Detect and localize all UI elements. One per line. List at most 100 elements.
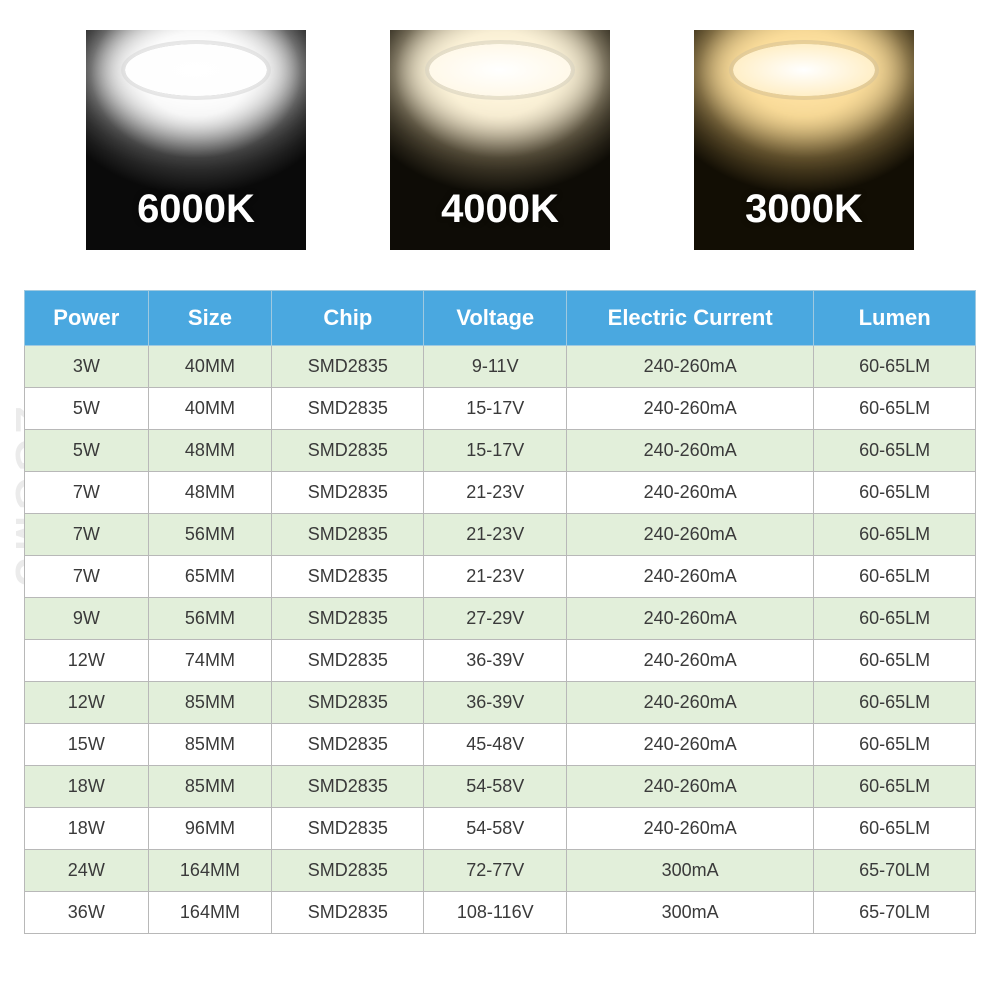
col-chip: Chip bbox=[272, 291, 424, 346]
col-voltage: Voltage bbox=[424, 291, 567, 346]
table-cell: 60-65LM bbox=[814, 430, 976, 472]
table-cell: 240-260mA bbox=[567, 472, 814, 514]
table-cell: 60-65LM bbox=[814, 598, 976, 640]
table-row: 12W74MMSMD283536-39V240-260mA60-65LM bbox=[25, 640, 976, 682]
table-row: 18W85MMSMD283554-58V240-260mA60-65LM bbox=[25, 766, 976, 808]
table-cell: 18W bbox=[25, 766, 149, 808]
table-cell: 60-65LM bbox=[814, 640, 976, 682]
table-cell: 36-39V bbox=[424, 640, 567, 682]
lamp-glow-icon bbox=[125, 44, 267, 96]
table-cell: 300mA bbox=[567, 850, 814, 892]
table-cell: 7W bbox=[25, 514, 149, 556]
lamp-glow-icon bbox=[733, 44, 875, 96]
col-lumen: Lumen bbox=[814, 291, 976, 346]
table-row: 15W85MMSMD283545-48V240-260mA60-65LM bbox=[25, 724, 976, 766]
table-cell: 85MM bbox=[148, 724, 272, 766]
table-cell: SMD2835 bbox=[272, 640, 424, 682]
table-row: 7W48MMSMD283521-23V240-260mA60-65LM bbox=[25, 472, 976, 514]
table-row: 3W40MMSMD28359-11V240-260mA60-65LM bbox=[25, 346, 976, 388]
table-row: 12W85MMSMD283536-39V240-260mA60-65LM bbox=[25, 682, 976, 724]
swatch-label: 4000K bbox=[441, 187, 559, 250]
col-current: Electric Current bbox=[567, 291, 814, 346]
table-cell: 48MM bbox=[148, 430, 272, 472]
table-cell: 240-260mA bbox=[567, 388, 814, 430]
table-cell: 60-65LM bbox=[814, 682, 976, 724]
table-row: 24W164MMSMD283572-77V300mA65-70LM bbox=[25, 850, 976, 892]
table-cell: 85MM bbox=[148, 682, 272, 724]
table-row: 7W65MMSMD283521-23V240-260mA60-65LM bbox=[25, 556, 976, 598]
table-cell: 240-260mA bbox=[567, 766, 814, 808]
table-cell: 74MM bbox=[148, 640, 272, 682]
table-cell: 56MM bbox=[148, 514, 272, 556]
swatch-label: 3000K bbox=[745, 187, 863, 250]
swatch-3000k: 3000K bbox=[694, 30, 914, 250]
table-cell: 65-70LM bbox=[814, 850, 976, 892]
table-cell: 7W bbox=[25, 556, 149, 598]
table-cell: 12W bbox=[25, 682, 149, 724]
table-cell: 60-65LM bbox=[814, 556, 976, 598]
table-cell: SMD2835 bbox=[272, 850, 424, 892]
table-cell: 60-65LM bbox=[814, 766, 976, 808]
table-cell: 54-58V bbox=[424, 808, 567, 850]
table-cell: 12W bbox=[25, 640, 149, 682]
table-header-row: Power Size Chip Voltage Electric Current… bbox=[25, 291, 976, 346]
table-cell: 21-23V bbox=[424, 472, 567, 514]
table-cell: 5W bbox=[25, 388, 149, 430]
table-cell: SMD2835 bbox=[272, 766, 424, 808]
table-row: 36W164MMSMD2835108-116V300mA65-70LM bbox=[25, 892, 976, 934]
swatch-6000k: 6000K bbox=[86, 30, 306, 250]
table-cell: 56MM bbox=[148, 598, 272, 640]
table-cell: 96MM bbox=[148, 808, 272, 850]
table-cell: 9-11V bbox=[424, 346, 567, 388]
table-cell: SMD2835 bbox=[272, 388, 424, 430]
table-cell: 3W bbox=[25, 346, 149, 388]
table-cell: SMD2835 bbox=[272, 514, 424, 556]
table-cell: 240-260mA bbox=[567, 556, 814, 598]
table-cell: 240-260mA bbox=[567, 724, 814, 766]
table-cell: SMD2835 bbox=[272, 724, 424, 766]
table-cell: 45-48V bbox=[424, 724, 567, 766]
spec-table: Power Size Chip Voltage Electric Current… bbox=[24, 290, 976, 934]
table-cell: 18W bbox=[25, 808, 149, 850]
table-cell: 15-17V bbox=[424, 388, 567, 430]
table-cell: 9W bbox=[25, 598, 149, 640]
table-cell: 72-77V bbox=[424, 850, 567, 892]
table-cell: 5W bbox=[25, 430, 149, 472]
color-temp-swatches: 6000K 4000K 3000K bbox=[24, 30, 976, 290]
table-cell: 65-70LM bbox=[814, 892, 976, 934]
table-row: 18W96MMSMD283554-58V240-260mA60-65LM bbox=[25, 808, 976, 850]
table-cell: 240-260mA bbox=[567, 514, 814, 556]
table-cell: 164MM bbox=[148, 850, 272, 892]
table-cell: SMD2835 bbox=[272, 472, 424, 514]
table-cell: 48MM bbox=[148, 472, 272, 514]
table-cell: 60-65LM bbox=[814, 388, 976, 430]
table-cell: 60-65LM bbox=[814, 514, 976, 556]
table-row: 7W56MMSMD283521-23V240-260mA60-65LM bbox=[25, 514, 976, 556]
swatch-label: 6000K bbox=[137, 187, 255, 250]
table-cell: 36-39V bbox=[424, 682, 567, 724]
table-cell: 40MM bbox=[148, 346, 272, 388]
table-cell: 240-260mA bbox=[567, 346, 814, 388]
table-cell: 65MM bbox=[148, 556, 272, 598]
lamp-glow-icon bbox=[429, 44, 571, 96]
table-cell: 108-116V bbox=[424, 892, 567, 934]
table-cell: SMD2835 bbox=[272, 598, 424, 640]
table-cell: 300mA bbox=[567, 892, 814, 934]
table-cell: 54-58V bbox=[424, 766, 567, 808]
table-cell: 164MM bbox=[148, 892, 272, 934]
table-row: 5W40MMSMD283515-17V240-260mA60-65LM bbox=[25, 388, 976, 430]
table-cell: 240-260mA bbox=[567, 598, 814, 640]
table-cell: 36W bbox=[25, 892, 149, 934]
table-cell: 21-23V bbox=[424, 514, 567, 556]
table-cell: 24W bbox=[25, 850, 149, 892]
col-size: Size bbox=[148, 291, 272, 346]
table-cell: 7W bbox=[25, 472, 149, 514]
table-cell: SMD2835 bbox=[272, 346, 424, 388]
table-cell: 15-17V bbox=[424, 430, 567, 472]
table-cell: 15W bbox=[25, 724, 149, 766]
table-cell: 21-23V bbox=[424, 556, 567, 598]
table-cell: 240-260mA bbox=[567, 430, 814, 472]
table-row: 5W48MMSMD283515-17V240-260mA60-65LM bbox=[25, 430, 976, 472]
table-cell: 60-65LM bbox=[814, 472, 976, 514]
swatch-4000k: 4000K bbox=[390, 30, 610, 250]
